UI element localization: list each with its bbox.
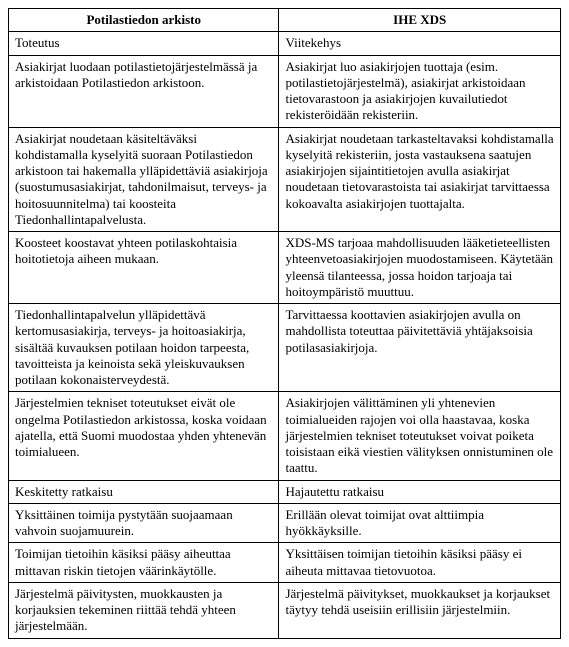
table-row: Keskitetty ratkaisu Hajautettu ratkaisu bbox=[9, 480, 561, 503]
table-row: Järjestelmien tekniset toteutukset eivät… bbox=[9, 392, 561, 480]
cell-right: Tarvittaessa koottavien asiakirjojen avu… bbox=[279, 304, 561, 392]
table-row: Yksittäinen toimija pystytään suojaamaan… bbox=[9, 503, 561, 543]
cell-left: Asiakirjat noudetaan käsiteltäväksi kohd… bbox=[9, 127, 279, 232]
cell-right: Yksittäisen toimijan tietoihin käsiksi p… bbox=[279, 543, 561, 583]
cell-right: Erillään olevat toimijat ovat alttiimpia… bbox=[279, 503, 561, 543]
header-left: Potilastiedon arkisto bbox=[9, 9, 279, 32]
cell-left: Yksittäinen toimija pystytään suojaamaan… bbox=[9, 503, 279, 543]
cell-right: Viitekehys bbox=[279, 32, 561, 55]
table-header-row: Potilastiedon arkisto IHE XDS bbox=[9, 9, 561, 32]
table-row: Koosteet koostavat yhteen potilaskohtais… bbox=[9, 232, 561, 304]
cell-left: Järjestelmien tekniset toteutukset eivät… bbox=[9, 392, 279, 480]
comparison-table: Potilastiedon arkisto IHE XDS Toteutus V… bbox=[8, 8, 561, 639]
cell-left: Järjestelmä päivitysten, muokkausten ja … bbox=[9, 582, 279, 638]
cell-right: Järjestelmä päivitykset, muokkaukset ja … bbox=[279, 582, 561, 638]
table-body: Toteutus Viitekehys Asiakirjat luodaan p… bbox=[9, 32, 561, 638]
cell-right: Asiakirjat luo asiakirjojen tuottaja (es… bbox=[279, 55, 561, 127]
cell-right: XDS-MS tarjoaa mahdollisuuden lääketiete… bbox=[279, 232, 561, 304]
table-row: Toteutus Viitekehys bbox=[9, 32, 561, 55]
table-row: Asiakirjat noudetaan käsiteltäväksi kohd… bbox=[9, 127, 561, 232]
table-row: Toimijan tietoihin käsiksi pääsy aiheutt… bbox=[9, 543, 561, 583]
table-row: Järjestelmä päivitysten, muokkausten ja … bbox=[9, 582, 561, 638]
cell-right: Asiakirjojen välittäminen yli yhtenevien… bbox=[279, 392, 561, 480]
cell-left: Keskitetty ratkaisu bbox=[9, 480, 279, 503]
cell-left: Asiakirjat luodaan potilastietojärjestel… bbox=[9, 55, 279, 127]
cell-left: Toteutus bbox=[9, 32, 279, 55]
cell-left: Toimijan tietoihin käsiksi pääsy aiheutt… bbox=[9, 543, 279, 583]
header-right: IHE XDS bbox=[279, 9, 561, 32]
cell-right: Asiakirjat noudetaan tarkasteltavaksi ko… bbox=[279, 127, 561, 232]
cell-left: Koosteet koostavat yhteen potilaskohtais… bbox=[9, 232, 279, 304]
cell-left: Tiedonhallintapalvelun ylläpidettävä ker… bbox=[9, 304, 279, 392]
table-row: Asiakirjat luodaan potilastietojärjestel… bbox=[9, 55, 561, 127]
table-row: Tiedonhallintapalvelun ylläpidettävä ker… bbox=[9, 304, 561, 392]
cell-right: Hajautettu ratkaisu bbox=[279, 480, 561, 503]
